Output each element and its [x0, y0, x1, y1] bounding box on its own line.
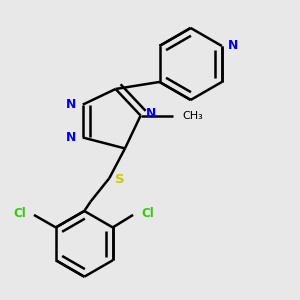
Text: S: S	[115, 173, 124, 186]
Text: CH₃: CH₃	[182, 111, 203, 121]
Text: Cl: Cl	[14, 207, 26, 220]
Text: N: N	[65, 131, 76, 144]
Text: N: N	[227, 40, 238, 52]
Text: Cl: Cl	[141, 207, 154, 220]
Text: N: N	[65, 98, 76, 111]
Text: N: N	[146, 106, 157, 120]
